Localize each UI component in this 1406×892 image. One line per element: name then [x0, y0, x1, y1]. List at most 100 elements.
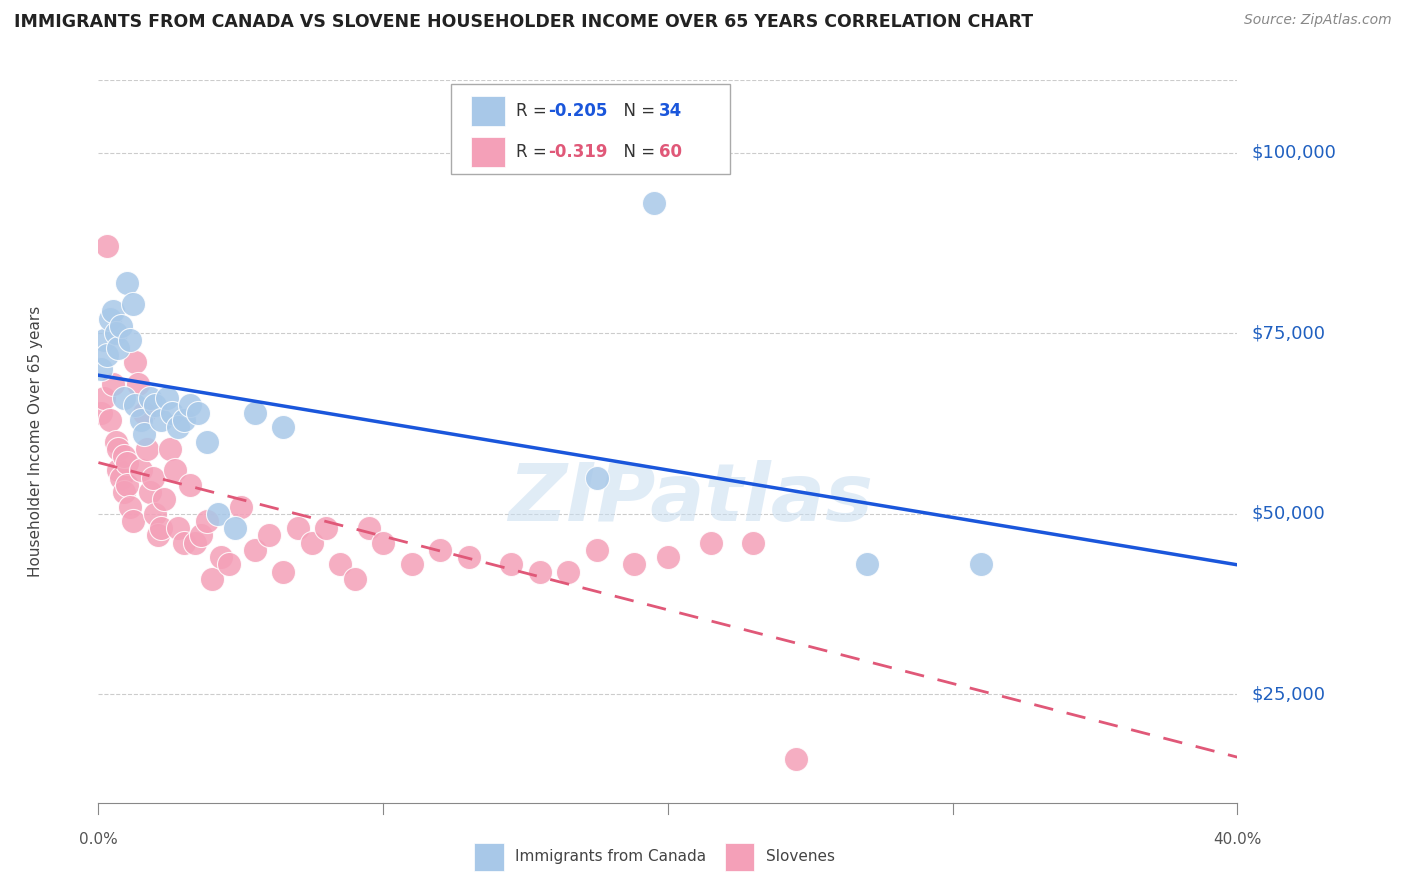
Point	[135, 442, 157, 456]
Point	[218, 558, 240, 572]
Point	[107, 442, 129, 456]
Point	[110, 470, 132, 484]
Point	[138, 485, 160, 500]
Text: Source: ZipAtlas.com: Source: ZipAtlas.com	[1244, 13, 1392, 28]
Point	[207, 507, 229, 521]
Point	[184, 535, 207, 549]
Text: N =: N =	[613, 144, 661, 161]
Point	[357, 521, 380, 535]
Point	[132, 406, 155, 420]
Point	[229, 500, 252, 514]
Point	[273, 565, 295, 579]
Point	[643, 196, 665, 211]
Point	[104, 434, 127, 449]
Point	[529, 565, 551, 579]
Point	[315, 521, 337, 535]
Point	[970, 558, 993, 572]
Point	[742, 535, 765, 549]
Point	[145, 507, 167, 521]
Point	[98, 413, 121, 427]
Text: Slovenes: Slovenes	[766, 849, 835, 864]
Point	[96, 239, 118, 253]
Point	[115, 456, 138, 470]
Point	[243, 542, 266, 557]
Point	[195, 434, 218, 449]
Point	[179, 398, 201, 412]
Text: 40.0%: 40.0%	[1213, 831, 1261, 847]
Point	[224, 521, 246, 535]
Point	[115, 276, 138, 290]
Text: $50,000: $50,000	[1251, 505, 1324, 523]
Point	[148, 528, 170, 542]
Point	[287, 521, 309, 535]
Point	[101, 304, 124, 318]
Point	[501, 558, 523, 572]
Point	[657, 550, 679, 565]
Point	[112, 485, 135, 500]
Point	[165, 463, 187, 477]
Point	[112, 391, 135, 405]
Point	[173, 413, 195, 427]
Text: -0.319: -0.319	[548, 144, 607, 161]
Point	[557, 565, 579, 579]
Point	[96, 348, 118, 362]
Text: -0.205: -0.205	[548, 102, 607, 120]
Text: $100,000: $100,000	[1251, 144, 1336, 161]
Point	[699, 535, 721, 549]
Point	[107, 341, 129, 355]
Point	[129, 463, 152, 477]
Text: IMMIGRANTS FROM CANADA VS SLOVENE HOUSEHOLDER INCOME OVER 65 YEARS CORRELATION C: IMMIGRANTS FROM CANADA VS SLOVENE HOUSEH…	[14, 13, 1033, 31]
Point	[118, 500, 141, 514]
Text: $75,000: $75,000	[1251, 324, 1326, 343]
Text: 60: 60	[659, 144, 682, 161]
Point	[112, 449, 135, 463]
Point	[162, 406, 184, 420]
Point	[145, 398, 167, 412]
Text: R =: R =	[516, 102, 553, 120]
Point	[329, 558, 352, 572]
Point	[457, 550, 479, 565]
FancyBboxPatch shape	[725, 843, 755, 871]
Point	[785, 752, 807, 766]
Point	[301, 535, 323, 549]
Point	[138, 391, 160, 405]
Point	[623, 558, 645, 572]
Point	[93, 334, 115, 348]
Point	[121, 514, 143, 528]
Point	[259, 528, 281, 542]
Point	[124, 355, 146, 369]
FancyBboxPatch shape	[471, 137, 505, 168]
Point	[121, 297, 143, 311]
Point	[343, 572, 366, 586]
Point	[173, 535, 195, 549]
Point	[93, 391, 115, 405]
Point	[273, 420, 295, 434]
Text: R =: R =	[516, 144, 553, 161]
Point	[856, 558, 879, 572]
Point	[195, 514, 218, 528]
Point	[179, 478, 201, 492]
Point	[90, 362, 112, 376]
Point	[585, 470, 607, 484]
Point	[150, 521, 173, 535]
Point	[156, 391, 179, 405]
Point	[115, 478, 138, 492]
Point	[243, 406, 266, 420]
Point	[141, 470, 163, 484]
Point	[429, 542, 451, 557]
Point	[124, 398, 146, 412]
Text: Immigrants from Canada: Immigrants from Canada	[515, 849, 706, 864]
Point	[201, 572, 224, 586]
Text: ZIPatlas: ZIPatlas	[508, 460, 873, 539]
Point	[209, 550, 232, 565]
Point	[132, 427, 155, 442]
Point	[110, 318, 132, 333]
FancyBboxPatch shape	[451, 84, 731, 174]
Text: Householder Income Over 65 years: Householder Income Over 65 years	[28, 306, 44, 577]
FancyBboxPatch shape	[471, 95, 505, 126]
Point	[167, 521, 190, 535]
Text: $25,000: $25,000	[1251, 685, 1326, 704]
Point	[401, 558, 423, 572]
Point	[167, 420, 190, 434]
Point	[190, 528, 212, 542]
